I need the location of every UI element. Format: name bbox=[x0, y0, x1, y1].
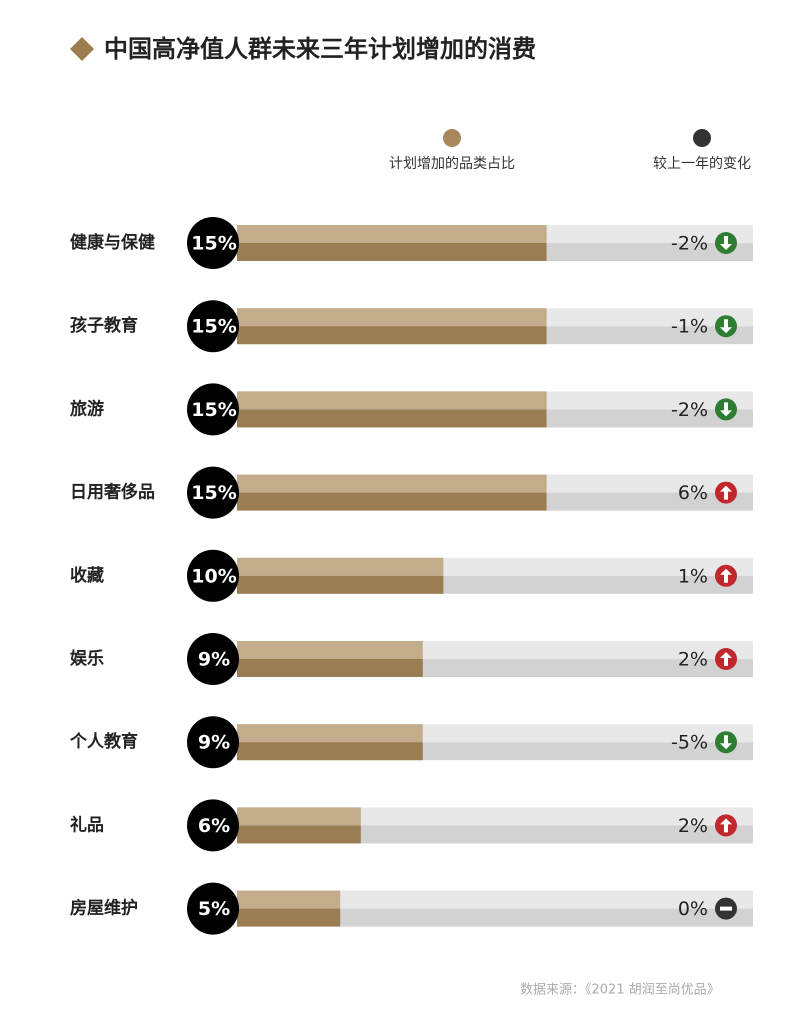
category-label: 旅游 bbox=[70, 398, 104, 419]
bar bbox=[237, 474, 547, 511]
track bbox=[237, 908, 753, 927]
icon-arrow bbox=[720, 485, 732, 500]
value-badge bbox=[187, 716, 239, 769]
category-label: 个人教育 bbox=[69, 731, 138, 752]
value-label: 15% bbox=[191, 482, 236, 504]
category-label: 孩子教育 bbox=[70, 315, 138, 336]
value-label: 15% bbox=[191, 399, 236, 421]
change-icon bbox=[715, 897, 737, 920]
bar bbox=[237, 890, 341, 927]
icon-arrow bbox=[720, 319, 732, 334]
bar bbox=[237, 225, 547, 261]
change-label: 1% bbox=[678, 565, 708, 587]
value-badge bbox=[187, 799, 239, 852]
icon-minus bbox=[720, 906, 732, 911]
value-badge bbox=[187, 466, 239, 519]
category-label: 房屋维护 bbox=[70, 898, 138, 919]
bar bbox=[237, 807, 361, 844]
bar bbox=[237, 724, 423, 761]
value-label: 9% bbox=[198, 732, 230, 754]
value-label: 9% bbox=[198, 649, 230, 671]
change-label: 0% bbox=[678, 898, 708, 920]
value-label: 10% bbox=[191, 565, 236, 587]
bar-bottom bbox=[237, 825, 361, 844]
bar-bottom bbox=[237, 243, 547, 261]
bar bbox=[237, 641, 423, 677]
change-label: -5% bbox=[671, 732, 708, 754]
icon-arrow bbox=[720, 652, 732, 666]
bar bbox=[237, 391, 547, 428]
value-badge bbox=[187, 217, 239, 269]
bar bbox=[237, 557, 444, 594]
icon-arrow bbox=[720, 402, 732, 417]
change-icon bbox=[715, 481, 737, 504]
change-label: 6% bbox=[678, 482, 708, 504]
chart-title: 中国高净值人群未来三年计划增加的消费 bbox=[104, 35, 536, 63]
icon-arrow bbox=[720, 236, 732, 250]
icon-arrow bbox=[720, 735, 732, 750]
bar-top bbox=[237, 807, 361, 826]
change-label: -2% bbox=[671, 399, 708, 421]
bar-bottom bbox=[237, 575, 444, 594]
value-label: 15% bbox=[191, 233, 236, 255]
value-label: 6% bbox=[198, 815, 230, 837]
category-label: 娱乐 bbox=[70, 648, 104, 669]
bar-top bbox=[237, 474, 547, 493]
source: 数据来源：《2021 胡润至尚优品》 bbox=[520, 983, 720, 998]
change-icon bbox=[715, 648, 737, 670]
bar-bottom bbox=[237, 659, 423, 677]
legend-swatch bbox=[443, 129, 461, 147]
category-label: 日用奢侈品 bbox=[70, 482, 155, 503]
bar-top bbox=[237, 641, 423, 659]
category-label: 收藏 bbox=[70, 565, 104, 586]
bar-bottom bbox=[237, 409, 547, 428]
bar-bottom bbox=[237, 742, 423, 761]
value-badge bbox=[187, 549, 239, 602]
change-label: 2% bbox=[678, 649, 708, 671]
track bbox=[237, 825, 753, 844]
bar bbox=[237, 308, 547, 345]
value-badge bbox=[187, 633, 239, 685]
value-badge bbox=[187, 383, 239, 436]
change-label: -2% bbox=[671, 233, 708, 255]
bar-top bbox=[237, 890, 341, 909]
bar-bottom bbox=[237, 492, 547, 511]
bar-bottom bbox=[237, 326, 547, 345]
change-label: -1% bbox=[671, 316, 708, 338]
legend-label: 较上一年的变化 bbox=[653, 156, 751, 172]
change-icon bbox=[715, 232, 737, 254]
bar-top bbox=[237, 724, 423, 743]
legend-swatch bbox=[693, 129, 711, 147]
icon-arrow bbox=[720, 818, 732, 833]
bar-top bbox=[237, 308, 547, 327]
track bbox=[237, 890, 753, 909]
change-icon bbox=[715, 814, 737, 837]
category-label: 礼品 bbox=[70, 814, 104, 835]
value-badge bbox=[187, 882, 239, 935]
change-icon bbox=[715, 564, 737, 587]
value-label: 5% bbox=[198, 898, 230, 920]
category-label: 健康与保健 bbox=[70, 232, 155, 253]
value-label: 15% bbox=[191, 316, 236, 338]
track bbox=[237, 807, 753, 826]
change-icon bbox=[715, 398, 737, 421]
change-icon bbox=[715, 315, 737, 338]
bar-bottom bbox=[237, 908, 341, 927]
title-diamond bbox=[70, 37, 94, 61]
bar-top bbox=[237, 391, 547, 410]
bar-top bbox=[237, 557, 444, 576]
change-label: 2% bbox=[678, 815, 708, 837]
legend-label: 计划增加的品类占比 bbox=[389, 156, 515, 172]
value-badge bbox=[187, 300, 239, 353]
icon-arrow bbox=[720, 568, 732, 583]
bar-top bbox=[237, 225, 547, 243]
change-icon bbox=[715, 731, 737, 754]
